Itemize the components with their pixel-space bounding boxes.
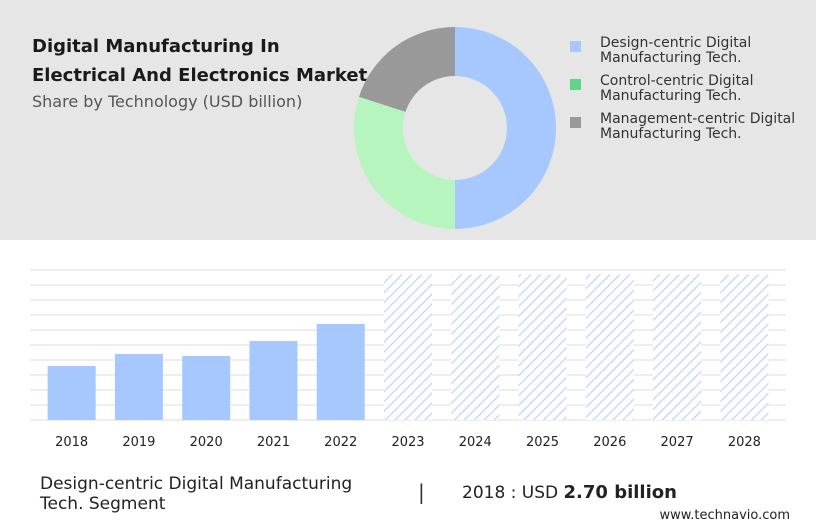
x-tick-label-2028: 2028	[728, 435, 761, 450]
x-tick-label-2025: 2025	[526, 435, 559, 450]
legend-swatch-design	[570, 41, 581, 52]
legend-swatch-control	[570, 79, 581, 90]
x-tick-label-2019: 2019	[122, 435, 155, 450]
bar-2022	[316, 324, 365, 420]
x-tick-label-2018: 2018	[55, 435, 88, 450]
footer-value: 2018 : USD 2.70 billion	[462, 482, 677, 503]
chart-title: Digital Manufacturing In Electrical And …	[32, 36, 368, 86]
legend-label-control: Control-centric Digital Manufacturing Te…	[600, 73, 754, 104]
donut-slice-management	[358, 27, 455, 112]
donut-svg	[353, 27, 556, 230]
footer-divider: |	[418, 480, 425, 504]
legend: Design-centric Digital Manufacturing Tec…	[570, 36, 810, 150]
source-link: www.technavio.com	[659, 508, 790, 523]
footer-value-amount: 2.70 billion	[563, 482, 677, 503]
x-tick-label-2020: 2020	[190, 435, 223, 450]
bar-2020	[182, 356, 231, 420]
legend-label-design: Design-centric Digital Manufacturing Tec…	[600, 35, 752, 66]
bar-chart-svg: 2018 2019 2020 2021 2022 2023 2024 2025 2026 2027…	[30, 269, 786, 450]
chart-subtitle: Share by Technology (USD billion)	[32, 92, 303, 111]
bar-forecast-2028	[720, 274, 769, 420]
bar-forecast-2027	[653, 274, 702, 420]
donut-slice-design	[455, 27, 556, 229]
x-tick-label-2023: 2023	[391, 435, 424, 450]
bar-2021	[249, 341, 298, 420]
x-tick-label-2027: 2027	[661, 435, 694, 450]
x-tick-label-2021: 2021	[257, 435, 290, 450]
donut-chart	[345, 18, 565, 238]
legend-item-control: Control-centric Digital Manufacturing Te…	[570, 74, 810, 104]
legend-item-design: Design-centric Digital Manufacturing Tec…	[570, 36, 810, 66]
bar-forecast-2024	[451, 274, 500, 420]
x-tick-label-2022: 2022	[324, 435, 357, 450]
x-tick-label-2024: 2024	[459, 435, 492, 450]
bar-chart: 2018 2019 2020 2021 2022 2023 2024 2025 2026 2027…	[0, 250, 816, 460]
bar-2019	[114, 354, 163, 420]
footer-segment-label: Design-centric Digital Manufacturing Tec…	[40, 474, 353, 514]
legend-label-management: Management-centric Digital Manufacturing…	[600, 111, 796, 142]
legend-swatch-management	[570, 117, 581, 128]
legend-item-management: Management-centric Digital Manufacturing…	[570, 112, 810, 142]
bar-forecast-2023	[384, 274, 432, 420]
bar-forecast-2025	[518, 274, 567, 420]
x-tick-label-2026: 2026	[593, 435, 626, 450]
donut-slice-control	[353, 96, 455, 230]
bar-forecast-2026	[585, 274, 634, 420]
bar-2018	[47, 366, 96, 420]
footer-year-label: 2018 : USD	[462, 483, 559, 503]
